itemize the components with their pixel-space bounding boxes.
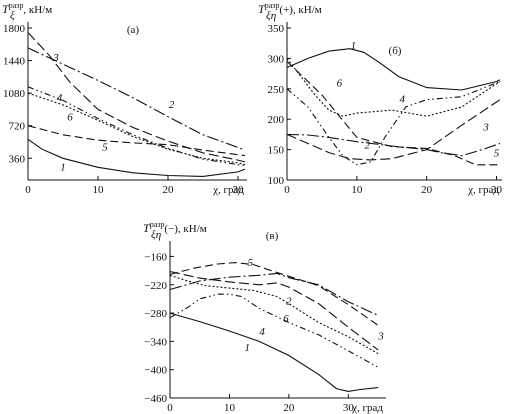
y-tick-label: −220 [144, 280, 167, 292]
series-label-3: 3 [482, 121, 489, 133]
series-label-1: 1 [351, 40, 357, 52]
panel-label: (а) [127, 24, 140, 36]
y-axis-label-subscript: ξη [266, 10, 276, 22]
x-tick-label: 20 [163, 184, 175, 196]
series-line-4 [286, 80, 501, 166]
series-label-2: 2 [286, 295, 292, 307]
series-line-2 [169, 272, 379, 316]
series-line-2 [27, 47, 246, 151]
series-line-3 [286, 99, 501, 161]
series-line-3 [27, 32, 246, 163]
series-line-6 [286, 58, 501, 117]
x-tick-label: 20 [283, 402, 295, 414]
series-line-3 [169, 270, 379, 351]
series-label-4: 4 [259, 326, 265, 338]
y-axis-label-subscript: ξη [151, 229, 161, 241]
series-label-5: 5 [494, 148, 500, 160]
series-label-3: 3 [377, 331, 384, 343]
y-tick-label: 350 [268, 23, 285, 35]
series-label-4: 4 [399, 94, 405, 106]
y-tick-label: 200 [268, 114, 285, 126]
series-label-6: 6 [67, 112, 73, 124]
chart-panel-2: 0 10 20 30 100 150 200 250 300 350 Tразр(+), кН/мξ… [258, 1, 503, 196]
series-line-6 [27, 92, 246, 166]
series-label-5: 5 [248, 257, 254, 269]
x-tick-label: 20 [421, 184, 433, 196]
y-tick-label: 250 [268, 84, 285, 96]
x-axis-label: χ, град [467, 184, 499, 196]
x-tick-label: 10 [93, 184, 105, 196]
y-tick-label: 150 [268, 145, 285, 157]
series-label-6: 6 [337, 78, 343, 90]
x-tick-label: 10 [351, 184, 363, 196]
x-tick-label: 10 [224, 402, 236, 414]
x-axis-label: χ, град [212, 184, 244, 196]
series-label-1: 1 [60, 161, 66, 173]
x-axis-label: χ, град [351, 402, 383, 414]
y-axis-label-subscript: ξ [10, 10, 15, 22]
y-axis-label: Tразр(−), кН/м [143, 220, 207, 235]
y-tick-label: 1800 [3, 23, 26, 35]
series-label-6: 6 [283, 313, 289, 325]
y-tick-label: 100 [268, 175, 285, 187]
y-tick-label: 1440 [3, 56, 26, 68]
y-tick-label: −340 [144, 336, 167, 348]
series-line-5 [27, 125, 246, 157]
series-line-6 [169, 274, 379, 355]
chart-panel-1: 0 10 20 30 360 720 1080 1440 1800 Tразр, кН/мξ χ, … [2, 1, 247, 196]
series-label-2: 2 [169, 99, 175, 111]
x-tick-label: 0 [284, 184, 290, 196]
y-tick-label: −280 [144, 308, 167, 320]
series-label-4: 4 [57, 92, 63, 104]
series-line-1 [286, 48, 501, 91]
series-line-5 [169, 262, 379, 326]
x-tick-label: 30 [343, 402, 355, 414]
y-tick-label: 720 [9, 121, 26, 133]
y-tick-label: 300 [268, 53, 285, 65]
y-tick-label: −460 [144, 393, 167, 405]
panel-label: (в) [266, 230, 279, 242]
series-label-3: 3 [52, 52, 59, 64]
y-tick-label: −160 [144, 251, 167, 263]
series-line-4 [27, 86, 246, 167]
series-line-5 [286, 61, 501, 166]
y-axis-label: Tразр, кН/м [2, 1, 52, 16]
series-line-2 [286, 133, 501, 157]
series-line-1 [27, 138, 246, 177]
series-label-2: 2 [365, 140, 371, 152]
series-line-1 [169, 312, 379, 392]
series-line-4 [169, 293, 379, 368]
chart-panel-3: 0 10 20 30 −460 −400 −340 −280 −220 −160 Tразр(−),… [143, 220, 386, 414]
x-tick-label: 0 [25, 184, 31, 196]
series-label-1: 1 [245, 342, 251, 354]
x-tick-label: 30 [491, 184, 503, 196]
y-tick-label: 1080 [3, 88, 26, 100]
x-tick-label: 0 [167, 402, 173, 414]
x-tick-label: 30 [233, 184, 245, 196]
panel-label: (б) [389, 45, 402, 57]
series-label-5: 5 [102, 142, 108, 154]
y-axis-label: Tразр(+), кН/м [258, 1, 322, 16]
y-tick-label: 360 [9, 153, 26, 165]
y-tick-label: −400 [144, 365, 167, 377]
